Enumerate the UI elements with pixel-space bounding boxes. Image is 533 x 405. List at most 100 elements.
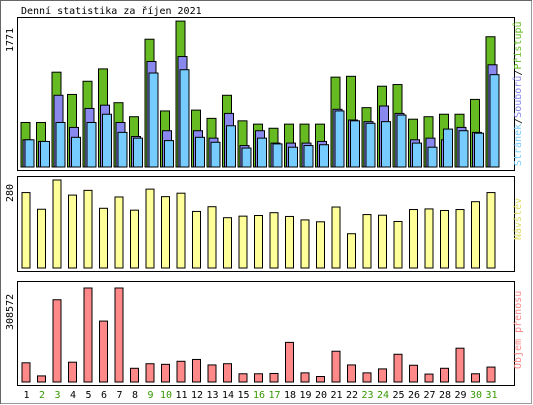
day-label-8: 8 bbox=[132, 390, 138, 401]
day-label-13: 13 bbox=[206, 390, 218, 401]
volume-ymax-label: 308572 bbox=[5, 294, 16, 330]
bar-volume-day-5 bbox=[83, 287, 93, 383]
bar-visits-day-10 bbox=[161, 196, 170, 269]
bar-volume-day-27 bbox=[424, 373, 434, 383]
legend-pages: Stránek bbox=[512, 124, 524, 166]
day-label-18: 18 bbox=[284, 390, 296, 401]
bar-stránek-day-6 bbox=[102, 113, 112, 168]
bar-visits-day-13 bbox=[207, 206, 217, 269]
bar-stránek-day-1 bbox=[24, 139, 35, 168]
bar-volume-day-10 bbox=[161, 363, 170, 383]
day-label-14: 14 bbox=[222, 390, 234, 401]
bar-stránek-day-28 bbox=[443, 128, 453, 168]
bar-stránek-day-17 bbox=[272, 143, 283, 168]
day-label-16: 16 bbox=[253, 390, 265, 401]
day-label-7: 7 bbox=[116, 390, 122, 401]
day-label-30: 30 bbox=[470, 390, 482, 401]
bar-volume-day-22 bbox=[347, 364, 356, 383]
day-label-23: 23 bbox=[361, 390, 373, 401]
bar-visits-day-12 bbox=[192, 210, 201, 269]
legend-hits: Přístupů bbox=[512, 21, 524, 69]
bar-volume-day-28 bbox=[440, 367, 449, 383]
day-label-3: 3 bbox=[54, 390, 60, 401]
day-label-5: 5 bbox=[85, 390, 91, 401]
day-label-17: 17 bbox=[268, 390, 280, 401]
bar-stránek-day-5 bbox=[86, 121, 97, 168]
bar-stránek-day-29 bbox=[458, 130, 469, 168]
visits-ymax-label: 280 bbox=[5, 184, 16, 202]
bar-stránek-day-14 bbox=[226, 125, 236, 168]
bar-volume-day-6 bbox=[99, 320, 108, 383]
day-label-25: 25 bbox=[392, 390, 404, 401]
bar-volume-day-13 bbox=[207, 364, 217, 383]
bar-stránek-day-26 bbox=[412, 142, 422, 168]
bar-visits-day-21 bbox=[331, 206, 341, 269]
day-label-29: 29 bbox=[454, 390, 466, 401]
bar-visits-day-7 bbox=[114, 196, 124, 269]
bar-stránek-day-23 bbox=[365, 122, 376, 168]
visits-legend: Návštěv bbox=[512, 198, 524, 240]
bar-visits-day-26 bbox=[409, 209, 418, 269]
bar-stránek-day-13 bbox=[210, 141, 221, 168]
bar-stránek-day-9 bbox=[148, 72, 159, 168]
bar-stránek-day-3 bbox=[55, 121, 66, 168]
bar-visits-day-1 bbox=[21, 192, 31, 269]
bar-volume-day-4 bbox=[68, 361, 77, 383]
bar-visits-day-16 bbox=[254, 215, 263, 269]
bar-stránek-day-31 bbox=[489, 74, 500, 168]
bar-stránek-day-30 bbox=[474, 132, 484, 168]
day-label-2: 2 bbox=[39, 390, 45, 401]
bar-stránek-day-19 bbox=[303, 145, 314, 168]
bar-visits-day-22 bbox=[347, 233, 356, 269]
bar-volume-day-19 bbox=[300, 372, 310, 383]
day-label-4: 4 bbox=[70, 390, 76, 401]
bar-volume-day-1 bbox=[21, 362, 31, 383]
day-label-26: 26 bbox=[408, 390, 420, 401]
bar-stránek-day-21 bbox=[334, 110, 345, 168]
day-label-19: 19 bbox=[299, 390, 311, 401]
bar-volume-day-2 bbox=[37, 375, 46, 383]
bar-visits-day-2 bbox=[37, 208, 46, 269]
bar-visits-day-20 bbox=[316, 221, 325, 269]
day-label-12: 12 bbox=[191, 390, 203, 401]
bar-visits-day-11 bbox=[176, 192, 186, 269]
bar-volume-day-23 bbox=[362, 372, 372, 383]
bar-visits-day-15 bbox=[238, 215, 248, 269]
bar-visits-day-14 bbox=[223, 217, 232, 269]
bar-volume-day-29 bbox=[455, 347, 465, 383]
bar-stránek-day-16 bbox=[257, 137, 267, 168]
bar-stránek-day-18 bbox=[288, 146, 298, 168]
bar-volume-day-11 bbox=[176, 360, 186, 383]
activity-legend: Stránek/Souborů/Přístupů bbox=[512, 21, 524, 166]
bar-stránek-day-7 bbox=[117, 131, 128, 168]
bar-volume-day-24 bbox=[378, 368, 387, 383]
bar-volume-day-8 bbox=[130, 367, 139, 383]
bar-volume-day-31 bbox=[486, 366, 496, 383]
bar-volume-day-21 bbox=[331, 350, 341, 383]
day-label-6: 6 bbox=[101, 390, 107, 401]
bar-visits-day-27 bbox=[424, 208, 434, 269]
day-label-22: 22 bbox=[346, 390, 358, 401]
day-label-11: 11 bbox=[175, 390, 187, 401]
bar-visits-day-23 bbox=[362, 214, 372, 269]
bar-visits-day-30 bbox=[471, 201, 480, 269]
legend-separator-1: / bbox=[513, 118, 524, 124]
bar-stránek-day-15 bbox=[241, 147, 252, 168]
bar-stránek-day-25 bbox=[396, 114, 407, 168]
bar-volume-day-3 bbox=[52, 299, 62, 383]
bar-volume-day-25 bbox=[393, 353, 403, 383]
bar-visits-day-19 bbox=[300, 219, 310, 269]
bar-visits-day-9 bbox=[145, 188, 155, 269]
bar-stránek-day-27 bbox=[427, 146, 438, 168]
chart-title: Denní statistika za říjen 2021 bbox=[21, 5, 202, 17]
bar-visits-day-5 bbox=[83, 189, 93, 269]
bar-visits-day-25 bbox=[393, 220, 403, 269]
bar-visits-day-6 bbox=[99, 207, 108, 269]
bar-visits-day-17 bbox=[269, 212, 279, 269]
bar-visits-day-28 bbox=[440, 209, 449, 269]
activity-ymax-label: 1771 bbox=[5, 28, 16, 52]
bar-volume-day-12 bbox=[192, 358, 201, 383]
day-label-27: 27 bbox=[423, 390, 435, 401]
bar-volume-day-20 bbox=[316, 376, 325, 383]
day-label-10: 10 bbox=[160, 390, 172, 401]
